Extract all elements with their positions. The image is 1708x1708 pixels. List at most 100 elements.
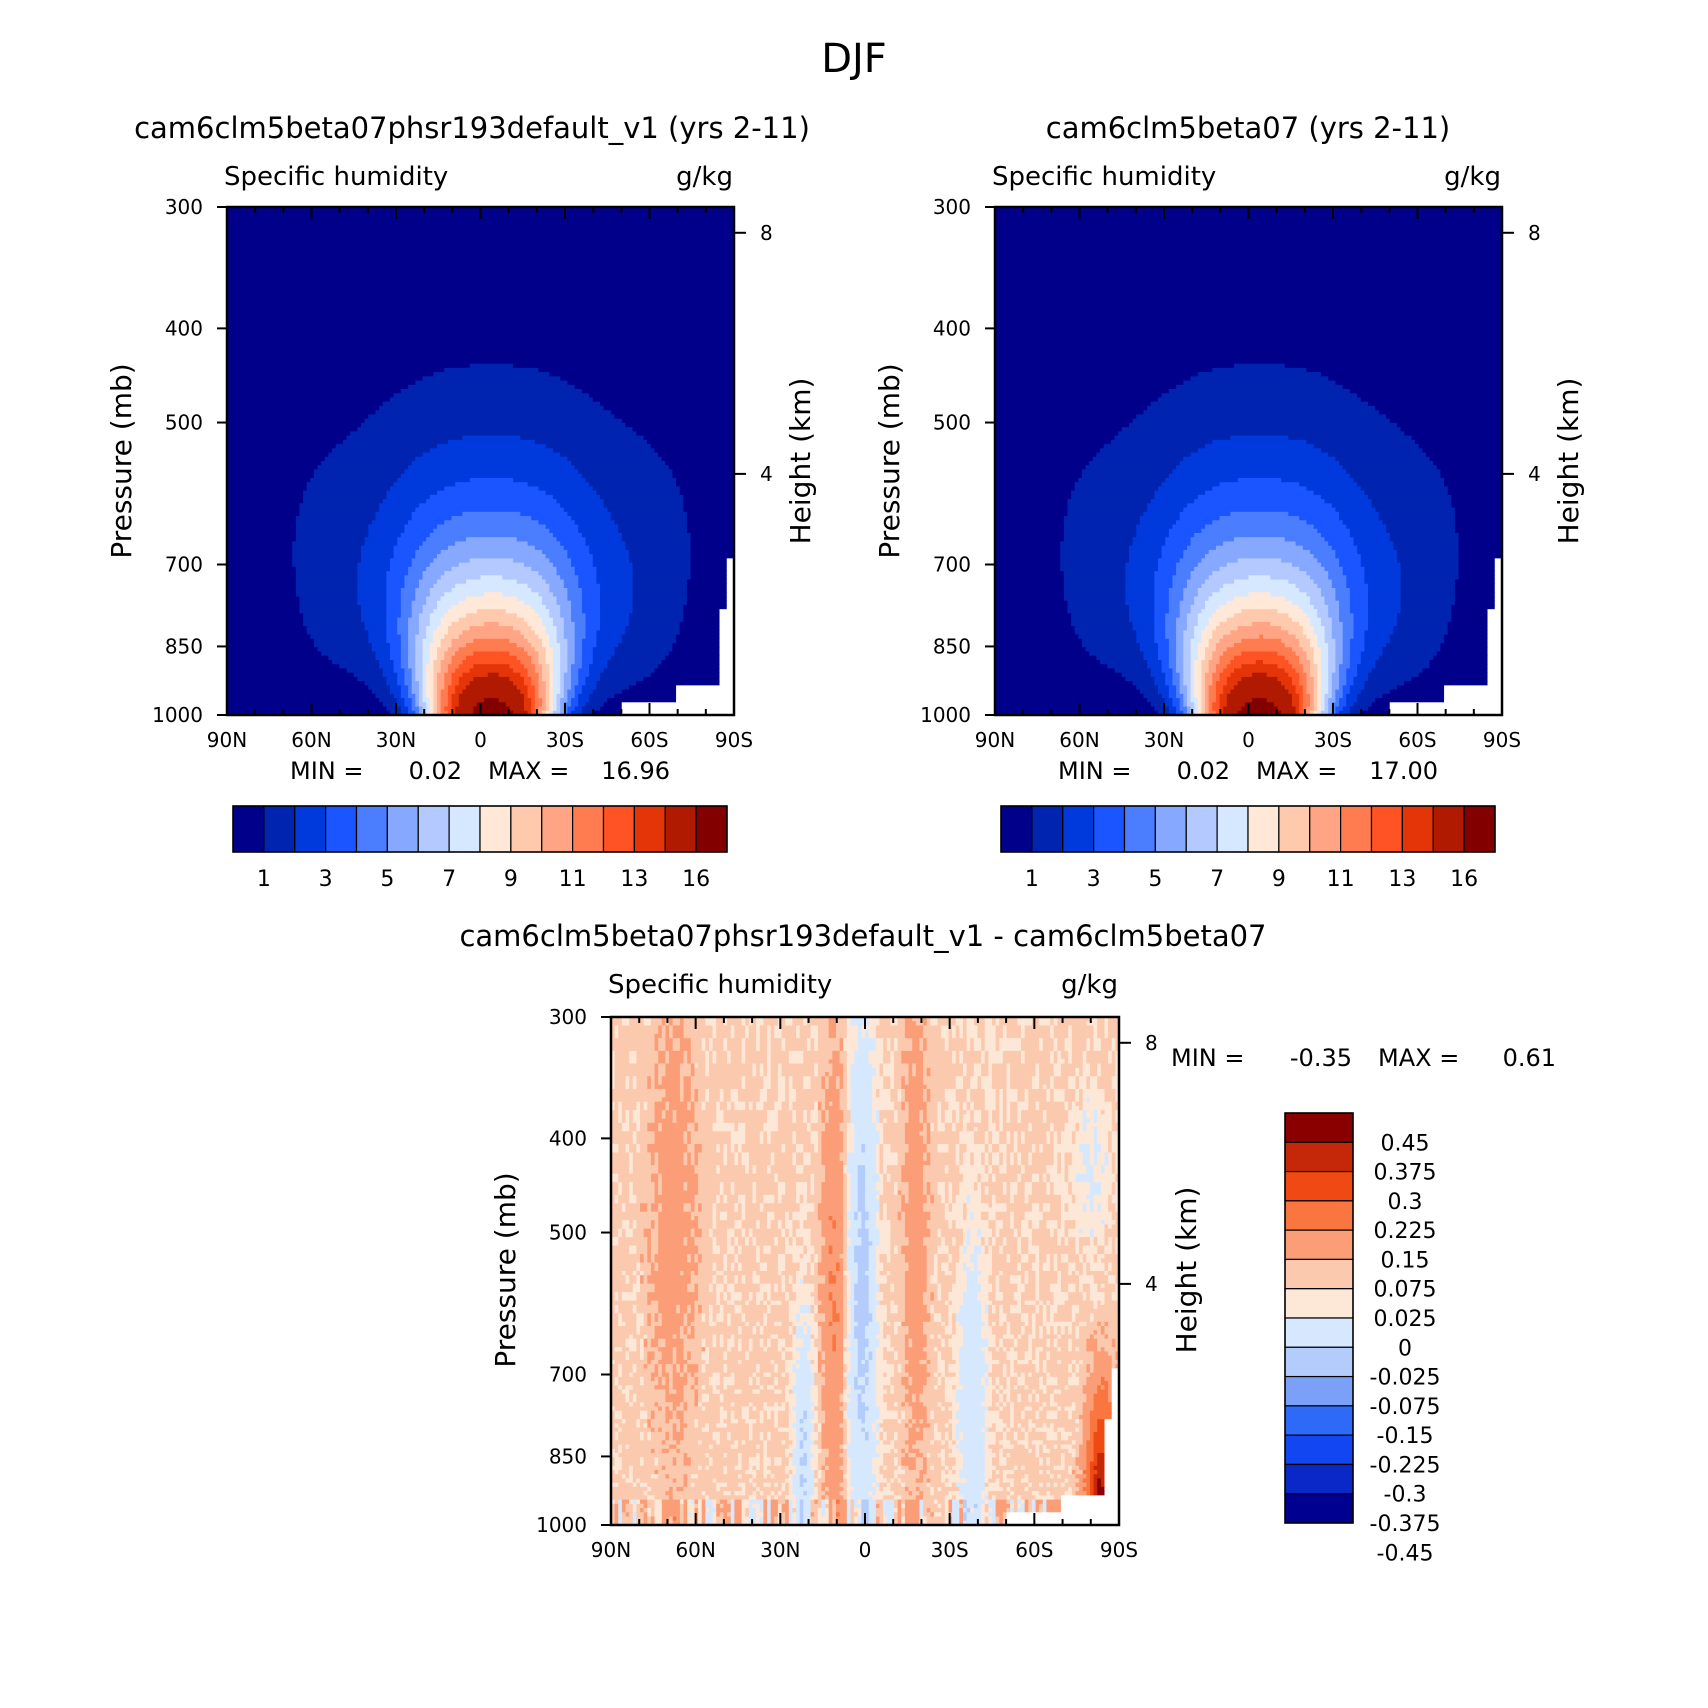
field-cell xyxy=(1458,545,1503,551)
field-cell xyxy=(966,1101,971,1107)
field-cell xyxy=(904,1131,921,1137)
field-cell xyxy=(1226,676,1242,682)
field-cell xyxy=(904,1122,924,1128)
field-cell xyxy=(756,1101,764,1107)
field-cell xyxy=(1241,609,1279,614)
field-cell xyxy=(719,1093,725,1099)
field-cell xyxy=(904,1105,910,1111)
field-cell xyxy=(1288,511,1340,517)
field-cell xyxy=(611,1139,634,1145)
field-cell xyxy=(1010,1156,1015,1162)
field-cell xyxy=(1157,647,1170,653)
field-cell xyxy=(839,1076,844,1082)
field-cell xyxy=(995,346,1503,352)
field-cell xyxy=(1136,685,1159,691)
field-cell xyxy=(770,1029,775,1035)
field-cell xyxy=(1487,643,1503,648)
field-cell xyxy=(879,1169,884,1175)
field-cell xyxy=(422,575,442,581)
field-cell xyxy=(923,1067,928,1073)
field-cell xyxy=(1125,579,1155,585)
field-cell xyxy=(1223,706,1242,712)
field-cell xyxy=(690,1156,696,1162)
field-cell xyxy=(1100,1110,1106,1115)
field-cell xyxy=(295,566,358,572)
field-cell xyxy=(872,1093,877,1099)
field-cell xyxy=(843,1169,848,1175)
field-cell xyxy=(1068,1055,1073,1060)
field-cell xyxy=(926,1084,957,1090)
field-cell xyxy=(426,499,558,504)
field-cell xyxy=(705,1105,717,1111)
field-cell xyxy=(1302,668,1311,674)
field-cell xyxy=(516,537,558,543)
field-cell xyxy=(342,439,449,445)
field-cell xyxy=(785,1080,790,1086)
field-cell xyxy=(955,1050,960,1056)
field-cell xyxy=(777,1127,808,1132)
field-cell xyxy=(1176,626,1188,631)
field-cell xyxy=(981,1156,986,1162)
field-cell xyxy=(839,1101,848,1107)
field-cell xyxy=(549,664,554,670)
field-cell xyxy=(806,1110,812,1115)
field-cell xyxy=(1176,571,1192,576)
field-cell xyxy=(1317,702,1322,708)
field-cell xyxy=(411,672,416,678)
field-cell xyxy=(473,651,511,657)
field-cell xyxy=(843,1139,848,1145)
field-cell xyxy=(303,613,362,619)
field-cell xyxy=(850,1088,873,1094)
field-cell xyxy=(574,685,583,691)
field-cell xyxy=(904,1127,924,1132)
field-cell xyxy=(1002,1025,1008,1031)
field-cell xyxy=(1458,566,1496,572)
field-cell xyxy=(926,1194,931,1200)
field-cell xyxy=(944,1093,957,1099)
field-cell xyxy=(411,609,424,614)
field-cell xyxy=(1324,702,1329,708)
field-cell xyxy=(741,1148,783,1154)
field-cell xyxy=(1013,1194,1026,1200)
field-cell xyxy=(1234,363,1286,369)
field-cell xyxy=(1458,532,1503,538)
field-cell xyxy=(868,1033,877,1039)
field-cell xyxy=(654,1135,685,1141)
field-cell xyxy=(292,545,362,551)
field-cell xyxy=(571,664,583,670)
field-cell xyxy=(984,1135,989,1141)
field-cell xyxy=(1115,1114,1120,1120)
field-cell xyxy=(716,1025,732,1031)
field-cell xyxy=(1053,1156,1058,1162)
field-cell xyxy=(817,1067,833,1073)
field-cell xyxy=(850,1072,877,1077)
field-cell xyxy=(1111,1101,1120,1107)
field-cell xyxy=(1050,1122,1055,1128)
field-cell xyxy=(803,1110,808,1115)
field-cell xyxy=(723,1160,728,1166)
field-cell xyxy=(585,617,601,623)
field-cell xyxy=(429,613,445,619)
field-cell xyxy=(690,549,735,555)
field-cell xyxy=(654,448,735,454)
field-cell xyxy=(995,414,1137,420)
field-cell xyxy=(883,1050,891,1056)
field-cell xyxy=(1010,1194,1015,1200)
field-cell xyxy=(1418,672,1489,678)
field-cell xyxy=(571,516,612,521)
field-cell xyxy=(1342,571,1365,576)
field-cell xyxy=(556,638,569,644)
field-cell xyxy=(894,1084,902,1090)
field-cell xyxy=(825,1127,841,1132)
field-cell xyxy=(1165,477,1239,483)
field-cell xyxy=(730,1139,746,1145)
field-cell xyxy=(415,710,420,716)
field-cell xyxy=(904,1076,910,1082)
field-cell xyxy=(611,1046,656,1052)
field-cell xyxy=(1201,689,1206,695)
field-cell xyxy=(422,571,445,576)
field-cell xyxy=(988,1118,993,1124)
field-cell xyxy=(839,1156,848,1162)
field-cell xyxy=(1111,1148,1120,1154)
field-cell xyxy=(1165,537,1192,543)
